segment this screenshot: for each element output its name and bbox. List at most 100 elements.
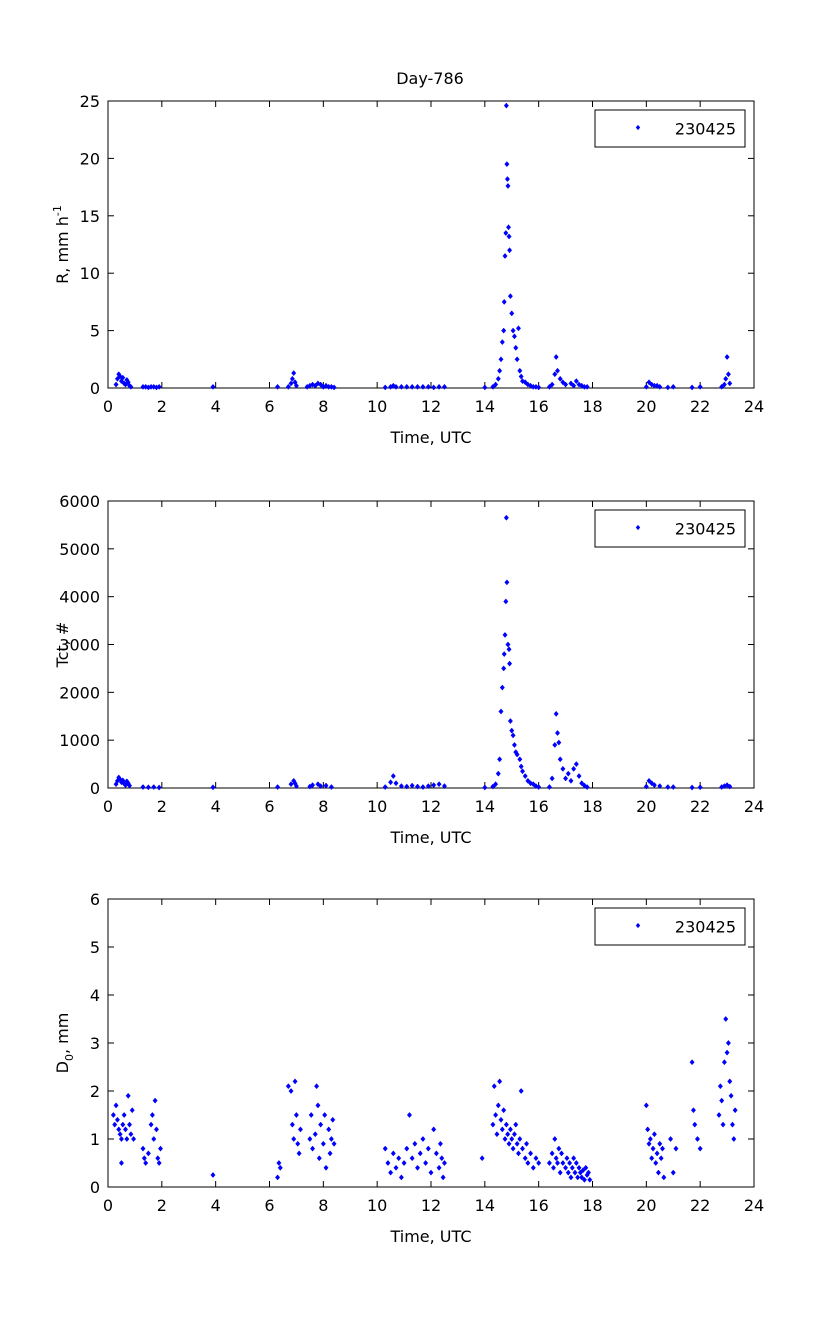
x-tick-label: 22: [690, 1196, 710, 1215]
data-point: [560, 1160, 566, 1166]
data-point: [509, 310, 515, 317]
data-point: [499, 339, 505, 346]
data-point: [724, 1049, 730, 1056]
data-point: [651, 782, 657, 789]
data-point: [665, 384, 671, 391]
data-point: [401, 1160, 407, 1166]
data-point: [571, 1155, 577, 1162]
data-point: [497, 367, 503, 374]
data-point: [549, 381, 555, 388]
data-point: [393, 780, 399, 787]
data-point: [513, 1121, 519, 1128]
data-point: [110, 1112, 116, 1118]
x-tick-label: 0: [103, 797, 113, 816]
data-point: [653, 1160, 659, 1166]
data-point: [117, 373, 123, 380]
x-tick-label: 22: [690, 797, 710, 816]
data-point: [557, 375, 563, 382]
data-point: [297, 1126, 303, 1133]
data-point: [285, 383, 291, 390]
x-tick-label: 12: [421, 797, 441, 816]
data-point: [519, 768, 526, 775]
legend-marker: [635, 124, 641, 131]
data-point: [517, 1136, 523, 1142]
data-point: [552, 1136, 558, 1142]
x-tick-label: 20: [636, 1196, 656, 1215]
data-point: [511, 741, 517, 748]
y-axis-label-sub: 0: [63, 1054, 76, 1061]
data-point: [573, 378, 579, 385]
data-point: [533, 1155, 539, 1162]
data-point: [398, 783, 404, 790]
data-point: [404, 1145, 410, 1152]
data-point: [425, 1145, 431, 1152]
data-point: [643, 1102, 649, 1109]
data-point: [288, 781, 294, 788]
data-point: [117, 1131, 123, 1138]
data-point: [296, 1150, 302, 1157]
data-point: [549, 1150, 555, 1157]
x-tick-label: 24: [744, 1196, 764, 1215]
data-point: [141, 1155, 147, 1162]
y-tick-label: 2000: [59, 683, 100, 702]
data-point: [415, 383, 421, 390]
data-point: [689, 784, 695, 791]
data-point: [157, 1145, 164, 1152]
data-point: [553, 710, 559, 717]
data-point: [382, 1145, 388, 1152]
y-tick-label: 4000: [59, 588, 100, 607]
data-point: [318, 783, 324, 790]
data-point: [323, 1164, 329, 1171]
data-point: [479, 1155, 485, 1162]
data-point: [501, 1107, 507, 1114]
data-point: [288, 1088, 294, 1094]
data-point: [689, 1059, 695, 1066]
data-point: [571, 765, 577, 772]
y-axis-label-tail: , mm: [53, 1013, 72, 1054]
data-point: [556, 739, 562, 746]
axes-frame: [107, 100, 755, 389]
data-point: [441, 1160, 447, 1166]
data-point: [573, 761, 579, 768]
data-point: [151, 784, 157, 791]
x-tick-label: 22: [690, 397, 710, 416]
data-point: [560, 379, 566, 386]
data-point: [491, 1083, 497, 1090]
data-point: [425, 383, 431, 390]
data-point: [288, 380, 294, 387]
data-point: [549, 775, 555, 782]
data-point: [292, 1078, 298, 1085]
x-tick-label: 14: [475, 1196, 495, 1215]
x-axis-label: Time, UTC: [389, 1227, 471, 1246]
data-point: [503, 230, 509, 237]
data-point: [129, 1107, 135, 1114]
data-point: [431, 1126, 437, 1133]
data-point: [649, 1155, 655, 1162]
data-point: [322, 1112, 328, 1118]
data-point: [507, 660, 513, 667]
data-point: [128, 1131, 134, 1138]
subplot-2: 0 2 4 6 8 10 12 14 16 18 20 22 240100020003000400050…: [53, 492, 764, 847]
data-point: [499, 684, 505, 691]
data-point: [717, 1083, 723, 1090]
data-point: [145, 784, 151, 791]
data-point: [326, 1126, 332, 1133]
figure-title: Day-786: [396, 69, 464, 88]
data-point: [670, 784, 676, 791]
y-tick-label: 0: [90, 1178, 100, 1197]
data-point: [729, 1121, 735, 1128]
data-point: [127, 782, 133, 789]
data-point: [509, 727, 515, 734]
x-tick-label: 12: [421, 1196, 441, 1215]
data-point: [728, 1092, 734, 1099]
data-point: [576, 773, 582, 780]
data-point: [316, 1155, 322, 1162]
legend-label: 230425: [675, 120, 736, 139]
data-point: [505, 182, 511, 189]
data-point: [428, 1169, 434, 1176]
data-point: [494, 1131, 500, 1138]
data-point: [502, 1136, 508, 1142]
data-point: [155, 1155, 161, 1162]
